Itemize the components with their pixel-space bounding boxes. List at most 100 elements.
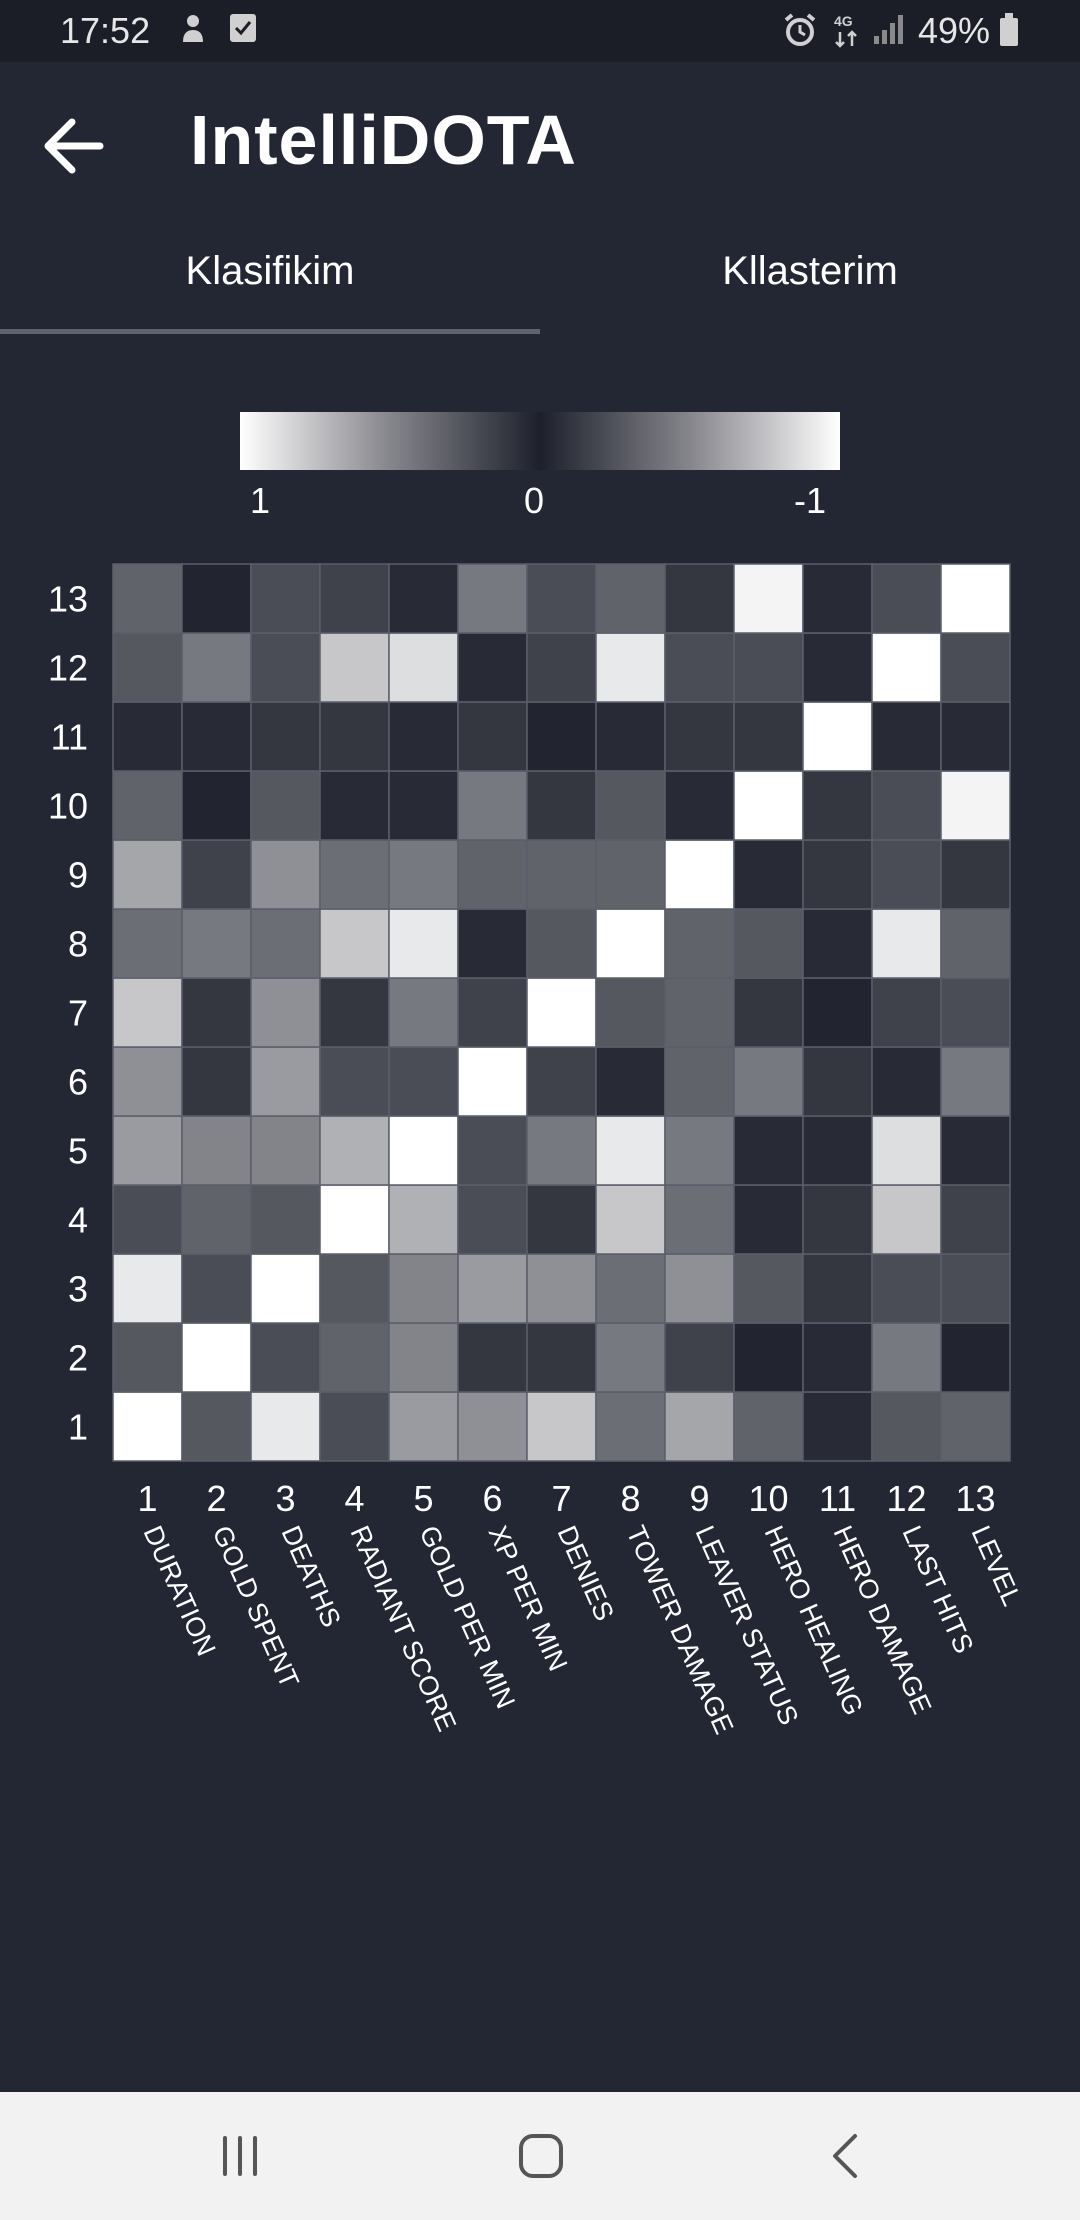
heatmap-cell: [388, 908, 459, 979]
heatmap-cell: [802, 770, 873, 841]
heatmap-cell: [871, 632, 942, 703]
heatmap-cell: [871, 839, 942, 910]
x-tick-label: 10: [748, 1478, 788, 1519]
system-nav-bar: [0, 2092, 1080, 2220]
notification-icon: [178, 12, 208, 54]
heatmap-cell: [871, 1115, 942, 1186]
heatmap-cell: [457, 1391, 528, 1462]
heatmap-cell: [733, 632, 804, 703]
heatmap-cell: [388, 632, 459, 703]
heatmap-cell: [181, 908, 252, 979]
heatmap-cell: [250, 632, 321, 703]
heatmap-cell: [388, 1046, 459, 1117]
heatmap-cell: [595, 770, 666, 841]
arrow-left-icon[interactable]: [38, 110, 110, 182]
heatmap-cell: [664, 632, 735, 703]
heatmap-cell: [595, 701, 666, 772]
heatmap-cell: [940, 1322, 1011, 1393]
heatmap-cell: [526, 632, 597, 703]
heatmap-cell: [526, 701, 597, 772]
heatmap-cell: [457, 770, 528, 841]
heatmap-cell: [457, 701, 528, 772]
y-tick-label: 4: [68, 1200, 88, 1241]
heatmap-cell: [595, 977, 666, 1048]
heatmap-cell: [595, 1253, 666, 1324]
heatmap-cell: [250, 701, 321, 772]
heatmap-cell: [388, 1184, 459, 1255]
heatmap-cell: [664, 839, 735, 910]
heatmap-cell: [940, 908, 1011, 979]
heatmap-cell: [319, 1391, 390, 1462]
heatmap-cell: [319, 770, 390, 841]
heatmap-cell: [733, 701, 804, 772]
y-tick-label: 13: [48, 579, 88, 620]
heatmap-cell: [319, 1322, 390, 1393]
feature-label: DENIES: [552, 1521, 620, 1625]
heatmap-cell: [940, 632, 1011, 703]
heatmap-cell: [802, 1046, 873, 1117]
heatmap-cell: [595, 563, 666, 634]
heatmap-cell: [112, 1046, 183, 1117]
heatmap-cell: [871, 1391, 942, 1462]
heatmap-cell: [319, 1184, 390, 1255]
heatmap-cell: [802, 1322, 873, 1393]
x-tick-label: 3: [275, 1478, 295, 1519]
tab-klasifikim[interactable]: Klasifikim: [185, 249, 355, 293]
home-icon[interactable]: [496, 2126, 586, 2186]
heatmap-cell: [940, 1184, 1011, 1255]
feature-label: DEATHS: [276, 1521, 347, 1631]
heatmap-cell: [250, 1115, 321, 1186]
checkbox-icon: [228, 12, 258, 52]
heatmap-cell: [250, 770, 321, 841]
heatmap-cell: [250, 839, 321, 910]
heatmap-cell: [526, 563, 597, 634]
heatmap-cell: [595, 1322, 666, 1393]
heatmap-cell: [457, 1184, 528, 1255]
status-time: 17:52: [60, 10, 151, 51]
heatmap-cell: [664, 1046, 735, 1117]
heatmap-cell: [112, 908, 183, 979]
heatmap-cell: [802, 632, 873, 703]
heatmap-cell: [457, 977, 528, 1048]
heatmap-cell: [112, 701, 183, 772]
heatmap-cell: [664, 563, 735, 634]
heatmap-cell: [871, 563, 942, 634]
heatmap-cell: [526, 839, 597, 910]
heatmap-cell: [940, 1253, 1011, 1324]
tab-kllasterim[interactable]: Kllasterim: [722, 249, 898, 293]
feature-label: LEVEL: [966, 1521, 1028, 1610]
recent-apps-icon[interactable]: [195, 2126, 285, 2186]
y-tick-label: 9: [68, 855, 88, 896]
heatmap-cell: [664, 977, 735, 1048]
y-tick-label: 7: [68, 993, 88, 1034]
heatmap-cell: [802, 1253, 873, 1324]
heatmap-cell: [181, 1253, 252, 1324]
heatmap-cell: [457, 839, 528, 910]
heatmap-cell: [112, 1115, 183, 1186]
heatmap-cell: [526, 977, 597, 1048]
heatmap-cell: [250, 977, 321, 1048]
heatmap-cell: [940, 1391, 1011, 1462]
heatmap-cell: [802, 563, 873, 634]
heatmap-cell: [181, 839, 252, 910]
heatmap-cell: [319, 1115, 390, 1186]
network-4g-icon: 4G: [832, 12, 864, 56]
tab-indicator: [0, 329, 540, 334]
heatmap-cell: [526, 770, 597, 841]
heatmap-cell: [181, 1115, 252, 1186]
heatmap-cell: [802, 1115, 873, 1186]
heatmap-cell: [112, 770, 183, 841]
back-nav-icon[interactable]: [800, 2126, 890, 2186]
heatmap-cell: [181, 770, 252, 841]
y-tick-label: 6: [68, 1062, 88, 1103]
heatmap-cell: [595, 1115, 666, 1186]
heatmap-cell: [871, 1184, 942, 1255]
heatmap-cell: [802, 839, 873, 910]
x-tick-label: 8: [620, 1478, 640, 1519]
heatmap-cell: [319, 563, 390, 634]
feature-label: LAST HITS: [897, 1521, 980, 1657]
heatmap-cell: [388, 839, 459, 910]
heatmap-cell: [319, 908, 390, 979]
heatmap-cell: [871, 770, 942, 841]
